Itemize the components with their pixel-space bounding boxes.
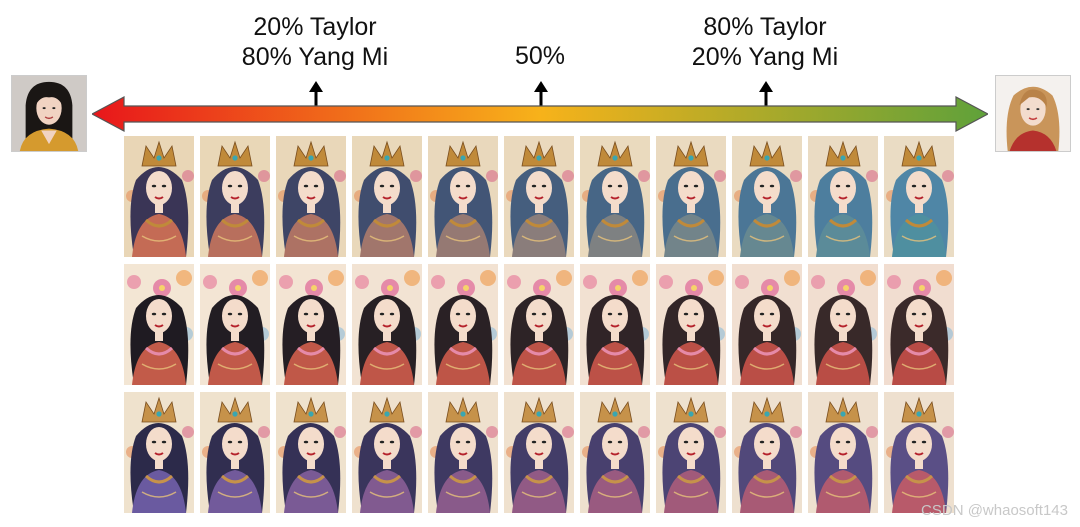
interpolation-image-grid: [124, 136, 958, 517]
interpolated-portrait: [656, 136, 726, 257]
interpolated-portrait: [808, 392, 878, 513]
interpolated-portrait: [732, 392, 802, 513]
interpolated-portrait: [504, 264, 574, 385]
interpolated-portrait: [428, 264, 498, 385]
label-mid-line1: 50%: [514, 42, 566, 70]
interpolated-portrait: [276, 264, 346, 385]
portrait-yang-mi-photo: [11, 75, 87, 152]
interpolated-portrait: [124, 392, 194, 513]
interpolated-portrait: [580, 264, 650, 385]
interpolated-portrait: [884, 392, 954, 513]
interpolated-portrait: [808, 264, 878, 385]
interpolated-portrait: [884, 264, 954, 385]
interpolated-portrait: [352, 136, 422, 257]
label-left-line1: 20% Taylor: [253, 13, 377, 41]
interpolated-portrait: [276, 136, 346, 257]
interpolated-portrait: [504, 136, 574, 257]
interpolation-gradient-arrow: [92, 96, 988, 132]
interpolated-portrait: [352, 392, 422, 513]
interpolated-portrait: [200, 136, 270, 257]
label-80-taylor-20-yang-mi: 80% Taylor 20% Yang Mi: [675, 12, 855, 72]
portrait-taylor-photo: [995, 75, 1071, 152]
interpolated-portrait: [276, 392, 346, 513]
interpolated-portrait: [656, 264, 726, 385]
label-left-line2: 80% Yang Mi: [241, 43, 389, 71]
interpolated-portrait: [732, 264, 802, 385]
interpolated-portrait: [732, 136, 802, 257]
label-50-percent: 50%: [480, 41, 600, 71]
interpolated-portrait: [580, 392, 650, 513]
interpolated-portrait: [352, 264, 422, 385]
watermark: CSDN @whaosoft143: [921, 502, 1068, 519]
interpolated-portrait: [580, 136, 650, 257]
interpolated-portrait: [124, 136, 194, 257]
label-right-line1: 80% Taylor: [703, 13, 827, 41]
interpolated-portrait: [504, 392, 574, 513]
interpolated-portrait: [428, 136, 498, 257]
interpolated-portrait: [808, 136, 878, 257]
label-right-line2: 20% Yang Mi: [691, 43, 839, 71]
interpolated-portrait: [200, 264, 270, 385]
interpolated-portrait: [656, 392, 726, 513]
interpolated-portrait: [200, 392, 270, 513]
interpolated-portrait: [884, 136, 954, 257]
interpolated-portrait: [428, 392, 498, 513]
label-20-taylor-80-yang-mi: 20% Taylor 80% Yang Mi: [225, 12, 405, 72]
interpolated-portrait: [124, 264, 194, 385]
